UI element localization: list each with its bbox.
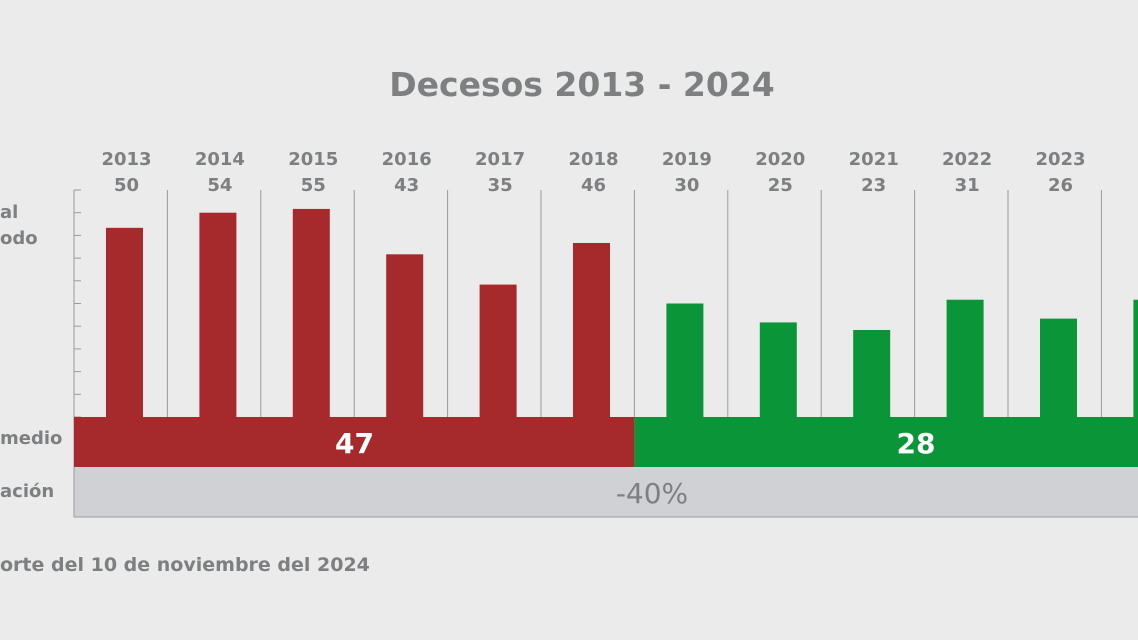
variation-value: -40% (616, 477, 688, 510)
year-label-2016: 2016 (382, 149, 432, 170)
year-label-2021: 2021 (849, 149, 899, 170)
year-label-2022: 2022 (942, 149, 992, 170)
value-label-2017: 35 (488, 175, 513, 196)
value-label-2013: 50 (114, 175, 139, 196)
average-bands: 47 28 (74, 417, 1138, 467)
row-label-total-1: al (0, 202, 18, 223)
bar-2016 (386, 254, 424, 417)
value-label-2014: 54 (207, 175, 232, 196)
bar-2015 (292, 208, 330, 417)
average-value-1: 28 (897, 427, 936, 460)
year-label-2015: 2015 (288, 149, 338, 170)
year-label-2020: 2020 (755, 149, 805, 170)
year-label-2018: 2018 (568, 149, 618, 170)
value-label-2023: 26 (1048, 175, 1073, 196)
bar-2017 (479, 284, 517, 417)
row-label-total-2: odo (0, 228, 38, 249)
value-label-2015: 55 (301, 175, 326, 196)
year-label-2017: 2017 (475, 149, 525, 170)
bars (106, 208, 1138, 417)
footnote: orte del 10 de noviembre del 2024 (0, 554, 370, 576)
average-band-0 (74, 417, 635, 467)
value-label-2022: 31 (955, 175, 980, 196)
average-value-0: 47 (335, 427, 374, 460)
value-label-2016: 43 (394, 175, 419, 196)
bar-2022 (946, 299, 984, 417)
year-label-2019: 2019 (662, 149, 712, 170)
value-label-2020: 25 (768, 175, 793, 196)
row-label-average: medio (0, 428, 62, 449)
bar-2019 (666, 303, 704, 417)
variation-band (74, 467, 1138, 517)
bar-2021 (853, 329, 891, 417)
year-label-2023: 2023 (1035, 149, 1085, 170)
bar-2023 (1040, 318, 1077, 417)
category-labels: 2013 50 2014 54 2015 55 2016 43 2017 35 2018 46 2019… (101, 149, 1085, 196)
chart-title: Decesos 2013 - 2024 (389, 65, 775, 104)
average-band-1 (634, 417, 1138, 467)
row-label-variation: ación (0, 481, 54, 502)
bar-2024 (1133, 299, 1138, 417)
bar-2014 (199, 212, 237, 417)
year-label-2014: 2014 (195, 149, 245, 170)
value-label-2019: 30 (674, 175, 699, 196)
bar-2018 (573, 242, 610, 417)
value-label-2021: 23 (861, 175, 886, 196)
value-label-2018: 46 (581, 175, 606, 196)
bar-2013 (106, 227, 143, 417)
bar-2020 (759, 322, 797, 417)
year-label-2013: 2013 (101, 149, 151, 170)
grid-lines (73, 189, 1102, 467)
